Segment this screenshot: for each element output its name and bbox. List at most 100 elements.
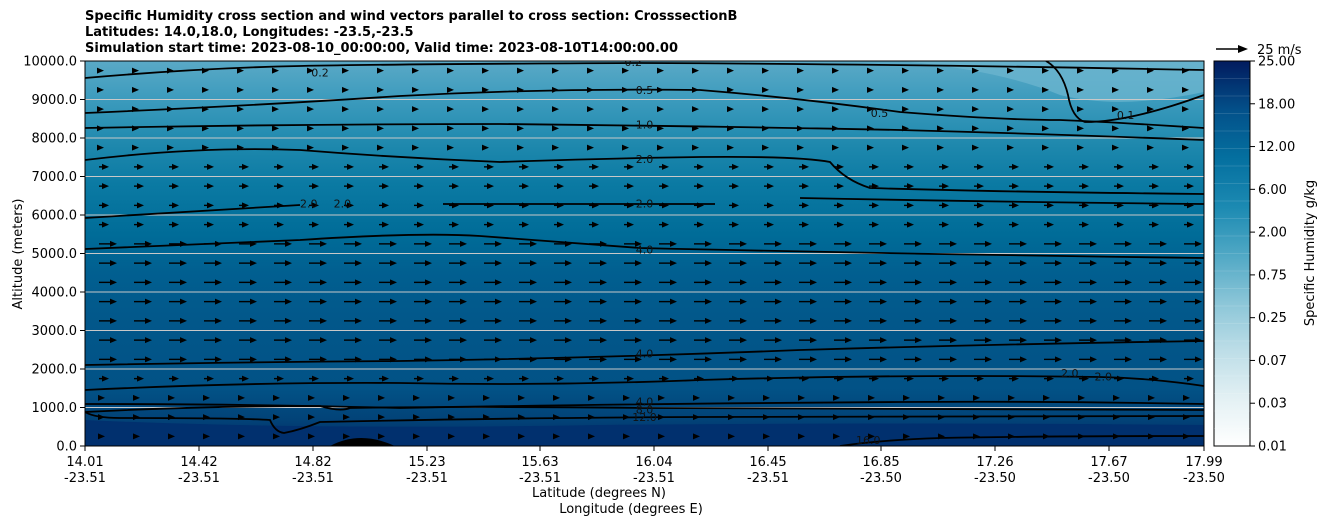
contour-1.0 <box>85 123 1204 141</box>
wind-vector <box>1114 356 1132 363</box>
x-tick-lat: 17.99 <box>1185 455 1222 470</box>
wind-vector <box>448 414 455 421</box>
wind-vector <box>204 202 214 209</box>
wind-vector <box>1184 163 1194 170</box>
wind-vector <box>694 298 712 305</box>
wind-vector <box>447 86 454 93</box>
wind-vector <box>307 86 314 93</box>
wind-vector <box>624 221 634 228</box>
wind-vector <box>1114 221 1124 228</box>
wind-vector <box>1149 260 1167 267</box>
x-axis: 14.01-23.5114.42-23.5114.82-23.5115.23-2… <box>64 446 1225 486</box>
x-tick-lat: 14.42 <box>180 455 217 470</box>
contour-label: 0.5 <box>636 84 654 97</box>
wind-vector <box>939 202 949 209</box>
wind-vector <box>762 86 769 93</box>
wind-vector <box>554 375 564 382</box>
wind-vector <box>134 317 152 324</box>
wind-vector <box>1044 356 1062 363</box>
wind-vector <box>274 240 292 247</box>
wind-vector <box>834 202 844 209</box>
wind-vector <box>202 144 209 151</box>
x-tick-lat: 17.67 <box>1090 455 1127 470</box>
y-tick-label: 3000.0 <box>32 324 78 339</box>
wind-vector <box>623 433 630 440</box>
wind-vector <box>1007 125 1014 132</box>
wind-vector <box>1079 317 1097 324</box>
wind-vector <box>1077 125 1084 132</box>
x-tick-lat: 17.26 <box>976 455 1013 470</box>
wind-vector <box>1044 260 1062 267</box>
wind-vector <box>659 337 677 344</box>
wind-vector <box>763 394 770 401</box>
contour-4.0-bottom <box>85 400 1204 409</box>
wind-vector <box>169 356 187 363</box>
wind-vector <box>274 221 284 228</box>
wind-vector <box>204 356 222 363</box>
wind-vector <box>1149 298 1167 305</box>
wind-vector <box>307 144 314 151</box>
wind-vector <box>1079 221 1089 228</box>
wind-vector <box>309 260 327 267</box>
wind-vector <box>1009 260 1027 267</box>
wind-vector <box>343 394 350 401</box>
wind-vector <box>869 240 887 247</box>
wind-vector <box>869 202 879 209</box>
wind-vector <box>589 221 599 228</box>
wind-vector <box>974 279 992 286</box>
wind-vector <box>1077 67 1084 74</box>
colorbar-bands <box>1214 78 1250 429</box>
wind-vector <box>834 279 852 286</box>
wind-vector <box>238 433 245 440</box>
wind-vector <box>832 106 839 113</box>
contour-label: 0.2 <box>311 67 329 80</box>
wind-vector <box>1079 163 1089 170</box>
wind-vector <box>1042 106 1049 113</box>
wind-vector <box>939 375 949 382</box>
x-tick-lon: -23.50 <box>1183 471 1225 486</box>
plot-area: 0.2 0.2 0.5 0.5 0.1 1.0 2.0 2.0 2.0 2.0 4.0 4.0 2.0 2… <box>85 61 1204 446</box>
wind-vector <box>134 375 144 382</box>
colorbar-tick-label: 0.75 <box>1258 268 1287 283</box>
wind-vector <box>1182 106 1189 113</box>
wind-vector <box>484 337 502 344</box>
wind-vector <box>237 67 244 74</box>
wind-vector <box>974 298 992 305</box>
wind-vector <box>274 337 292 344</box>
wind-vector <box>939 356 957 363</box>
wind-vector <box>414 298 432 305</box>
wind-vector <box>1182 86 1189 93</box>
wind-vector <box>204 298 222 305</box>
wind-vector <box>1147 86 1154 93</box>
contour-label: 4.0 <box>636 244 654 257</box>
wind-vector <box>273 394 280 401</box>
wind-vector <box>659 356 677 363</box>
wind-vector <box>869 163 879 170</box>
y-tick-label: 6000.0 <box>32 209 78 224</box>
wind-vector <box>1114 298 1132 305</box>
wind-vector <box>308 394 315 401</box>
contour-label: 0.1 <box>1117 109 1135 122</box>
wind-vector <box>622 144 629 151</box>
wind-vector <box>449 183 459 190</box>
wind-vector <box>974 183 984 190</box>
wind-vector <box>379 163 389 170</box>
x-tick-lon: -23.50 <box>1088 471 1130 486</box>
wind-vector <box>904 221 914 228</box>
x-axis-label-lon: Longitude (degrees E) <box>559 502 703 517</box>
contour-label: 2.0 <box>636 197 654 210</box>
wind-vector <box>587 67 594 74</box>
wind-vector <box>657 106 664 113</box>
wind-vector <box>519 317 537 324</box>
contour-label: 2.0 <box>636 153 654 166</box>
wind-vector <box>832 67 839 74</box>
quiver-key-arrowhead <box>1238 45 1248 53</box>
wind-vector <box>1112 144 1119 151</box>
wind-vector <box>99 240 117 247</box>
wind-vector <box>412 67 419 74</box>
wind-vector <box>624 356 642 363</box>
wind-vector <box>134 183 144 190</box>
wind-vector <box>378 414 385 421</box>
wind-vector <box>342 106 349 113</box>
